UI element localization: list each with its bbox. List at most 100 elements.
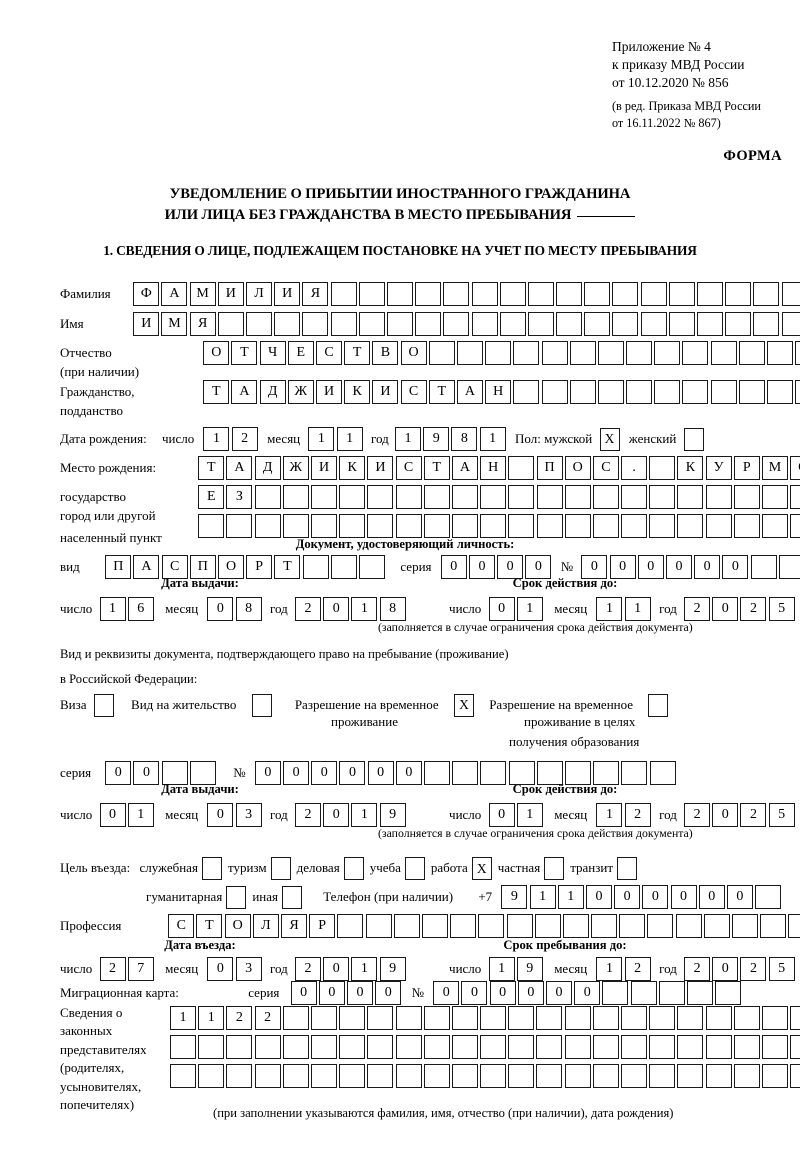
char-cell[interactable] bbox=[274, 312, 301, 337]
char-cell[interactable]: 0 bbox=[712, 957, 739, 982]
char-cell[interactable] bbox=[508, 485, 535, 510]
char-cell[interactable]: 0 bbox=[290, 981, 317, 1006]
representatives-cells-2[interactable] bbox=[170, 1035, 800, 1060]
char-cell[interactable]: 1 bbox=[557, 885, 584, 910]
char-cell[interactable]: И bbox=[217, 282, 244, 307]
char-cell[interactable]: И bbox=[316, 380, 342, 405]
char-cell[interactable] bbox=[790, 1035, 800, 1060]
char-cell[interactable] bbox=[761, 1035, 788, 1060]
char-cell[interactable] bbox=[395, 485, 422, 510]
char-cell[interactable]: 2 bbox=[295, 803, 322, 828]
char-cell[interactable]: Р bbox=[246, 555, 273, 580]
char-cell[interactable] bbox=[282, 1035, 309, 1060]
purpose-options-2[interactable]: гуманитарная иная bbox=[140, 885, 306, 910]
char-cell[interactable] bbox=[513, 380, 540, 405]
char-cell[interactable]: 0 bbox=[99, 803, 126, 828]
char-cell[interactable] bbox=[725, 282, 752, 307]
char-cell[interactable] bbox=[367, 485, 394, 510]
char-cell[interactable] bbox=[621, 1006, 647, 1031]
char-cell[interactable] bbox=[508, 1006, 535, 1031]
char-cell[interactable]: С bbox=[395, 456, 422, 481]
char-cell[interactable] bbox=[654, 380, 681, 405]
char-cell[interactable] bbox=[480, 514, 507, 539]
char-cell[interactable]: О bbox=[400, 341, 427, 366]
char-cell[interactable]: 1 bbox=[351, 803, 378, 828]
char-cell[interactable] bbox=[541, 341, 568, 366]
char-cell[interactable] bbox=[226, 1064, 253, 1089]
char-cell[interactable]: 2 bbox=[684, 803, 711, 828]
char-cell[interactable]: А bbox=[226, 456, 253, 481]
char-cell[interactable] bbox=[738, 341, 765, 366]
char-cell[interactable]: С bbox=[168, 914, 195, 939]
char-cell[interactable]: 0 bbox=[712, 597, 739, 622]
char-cell[interactable] bbox=[358, 282, 385, 307]
char-cell[interactable]: Л bbox=[246, 282, 272, 307]
char-cell[interactable]: 1 bbox=[395, 427, 422, 452]
char-cell[interactable] bbox=[677, 1006, 704, 1031]
char-cell[interactable] bbox=[282, 1006, 309, 1031]
char-cell[interactable] bbox=[697, 312, 723, 337]
char-cell[interactable] bbox=[395, 1064, 422, 1089]
char-cell[interactable] bbox=[339, 1035, 366, 1060]
char-cell[interactable]: Р bbox=[309, 914, 336, 939]
char-cell[interactable] bbox=[795, 341, 800, 366]
char-cell[interactable] bbox=[423, 1064, 450, 1089]
char-cell[interactable]: Ч bbox=[259, 341, 286, 366]
char-cell[interactable]: А bbox=[133, 555, 160, 580]
char-cell[interactable] bbox=[569, 380, 596, 405]
char-cell[interactable] bbox=[564, 1035, 591, 1060]
char-cell[interactable] bbox=[649, 485, 676, 510]
char-cell[interactable] bbox=[450, 914, 477, 939]
char-cell[interactable] bbox=[755, 885, 782, 910]
char-cell[interactable]: 0 bbox=[367, 761, 394, 786]
char-cell[interactable]: 0 bbox=[461, 981, 488, 1006]
char-cell[interactable] bbox=[705, 1064, 732, 1089]
char-cell[interactable] bbox=[170, 1035, 196, 1060]
char-cell[interactable] bbox=[443, 282, 470, 307]
char-cell[interactable]: 0 bbox=[574, 981, 601, 1006]
char-cell[interactable]: 0 bbox=[468, 555, 495, 580]
char-cell[interactable]: Т bbox=[196, 914, 223, 939]
char-cell[interactable] bbox=[339, 514, 366, 539]
char-cell[interactable]: 1 bbox=[127, 803, 154, 828]
char-cell[interactable] bbox=[424, 761, 451, 786]
char-cell[interactable] bbox=[161, 761, 188, 786]
char-cell[interactable]: Я bbox=[189, 312, 216, 337]
char-cell[interactable] bbox=[330, 312, 357, 337]
char-cell[interactable] bbox=[254, 1035, 281, 1060]
purpose-option-checkbox[interactable] bbox=[343, 857, 364, 881]
char-cell[interactable]: 5 bbox=[768, 597, 795, 622]
char-cell[interactable] bbox=[254, 1064, 281, 1089]
char-cell[interactable]: 0 bbox=[318, 981, 345, 1006]
char-cell[interactable] bbox=[612, 312, 639, 337]
char-cell[interactable]: 2 bbox=[231, 427, 258, 452]
char-cell[interactable]: М bbox=[161, 312, 188, 337]
char-cell[interactable] bbox=[677, 485, 704, 510]
char-cell[interactable] bbox=[649, 1006, 676, 1031]
char-cell[interactable] bbox=[762, 514, 788, 539]
char-cell[interactable] bbox=[536, 1006, 563, 1031]
char-cell[interactable] bbox=[790, 1006, 800, 1031]
char-cell[interactable] bbox=[584, 282, 611, 307]
char-cell[interactable]: 9 bbox=[379, 957, 406, 982]
char-cell[interactable] bbox=[790, 514, 800, 539]
char-cell[interactable]: Т bbox=[428, 380, 455, 405]
char-cell[interactable] bbox=[705, 1006, 732, 1031]
temp-residence-checkbox[interactable]: X bbox=[453, 693, 474, 717]
char-cell[interactable] bbox=[705, 485, 732, 510]
char-cell[interactable]: 0 bbox=[323, 803, 350, 828]
char-cell[interactable] bbox=[592, 1064, 619, 1089]
